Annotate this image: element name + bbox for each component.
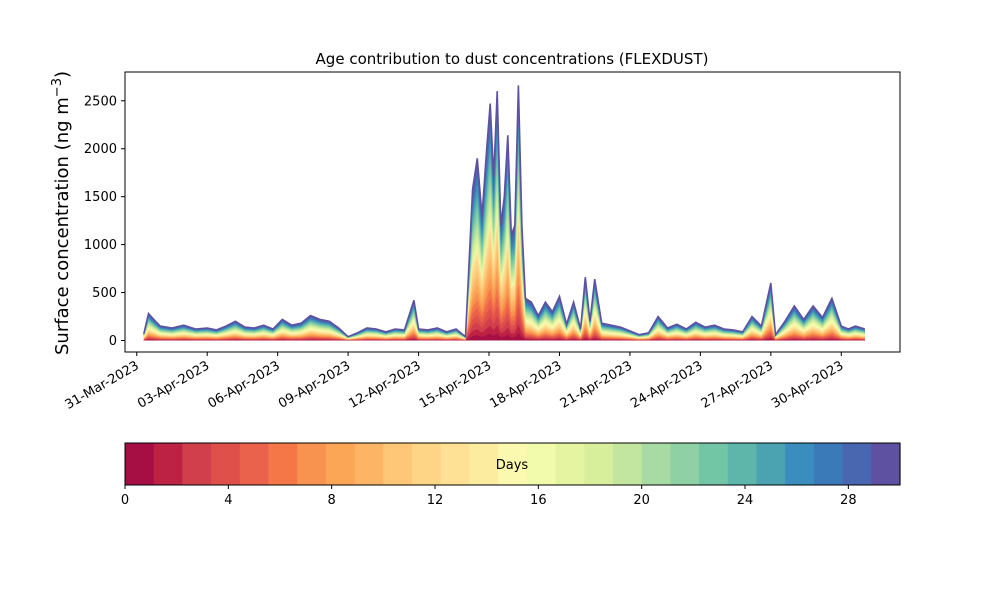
age-layer-3 <box>143 305 865 341</box>
svg-text:Surface concentration (ng m−3): Surface concentration (ng m−3) <box>50 71 73 355</box>
colorbar-swatch-14 <box>526 443 557 485</box>
colorbar-swatch-17 <box>612 443 643 485</box>
age-layer-5 <box>143 284 865 341</box>
age-layer-4 <box>143 294 865 341</box>
age-layer-7 <box>143 261 865 341</box>
y-axis-label: Surface concentration (ng m−3) <box>50 71 73 355</box>
age-layer-8 <box>143 250 865 341</box>
x-tick-label: 27-Apr-2023 <box>699 358 776 411</box>
y-tick-label: 2000 <box>84 142 117 157</box>
colorbar-swatch-24 <box>813 443 844 485</box>
colorbar-swatch-25 <box>842 443 872 485</box>
colorbar-tick-label: 16 <box>530 493 547 508</box>
y-tick-label: 0 <box>109 334 117 349</box>
x-tick-label: 18-Apr-2023 <box>487 358 564 411</box>
colorbar-tick-label: 0 <box>121 493 129 508</box>
age-layer-0 <box>143 333 865 341</box>
colorbar-frame <box>124 442 901 486</box>
colorbar-tick-label: 12 <box>427 493 444 508</box>
colorbar-swatch-21 <box>727 443 758 485</box>
colorbar-tick-label: 8 <box>328 493 336 508</box>
x-tick-label: 15-Apr-2023 <box>417 358 494 411</box>
y-axis-label-text: Surface concentration (ng m <box>52 97 73 355</box>
x-tick-label: 21-Apr-2023 <box>558 358 635 411</box>
colorbar-tick-label: 28 <box>840 493 857 508</box>
y-tick-label: 1000 <box>84 238 117 253</box>
colorbar-swatch-5 <box>268 443 298 485</box>
colorbar-swatch-19 <box>670 443 700 485</box>
colorbar-swatch-2 <box>182 443 212 485</box>
colorbar-swatch-12 <box>469 443 499 485</box>
y-axis-ticks: 0 500 1000 1500 2000 2500 <box>84 94 125 349</box>
x-tick-label: 30-Apr-2023 <box>769 358 846 411</box>
colorbar-tick-label: 24 <box>737 493 754 508</box>
colorbar-tick-label: 20 <box>633 493 650 508</box>
x-tick-label: 09-Apr-2023 <box>276 358 353 411</box>
y-axis-label-sup: −3 <box>50 78 65 97</box>
colorbar-swatch-8 <box>354 443 384 485</box>
colorbar-swatch-6 <box>297 443 327 485</box>
colorbar-swatch-22 <box>756 443 786 485</box>
colorbar-swatch-16 <box>584 443 614 485</box>
colorbar-tick-label: 4 <box>224 493 232 508</box>
colorbar-swatch-0 <box>125 443 155 485</box>
y-axis-label-close: ) <box>52 71 73 78</box>
x-tick-label: 03-Apr-2023 <box>135 358 212 411</box>
colorbar-swatch-1 <box>153 443 183 485</box>
total-concentration-line <box>143 85 866 339</box>
colorbar-swatch-26 <box>871 443 901 485</box>
y-tick-label: 1500 <box>84 190 117 205</box>
age-layer-6 <box>143 273 865 341</box>
colorbar-swatch-13 <box>498 443 528 485</box>
age-layer-2 <box>143 315 865 341</box>
colorbar-ticks: 0 4 8 12 16 20 24 28 <box>121 485 857 508</box>
x-tick-label: 12-Apr-2023 <box>346 358 423 411</box>
colorbar-swatch-18 <box>641 443 671 485</box>
colorbar-label: Days <box>496 458 529 473</box>
x-tick-label: 06-Apr-2023 <box>206 358 283 411</box>
colorbar-swatch-23 <box>785 443 815 485</box>
colorbar-swatch-15 <box>555 443 585 485</box>
age-layer-1 <box>143 324 865 341</box>
x-tick-label: 24-Apr-2023 <box>628 358 705 411</box>
x-tick-label: 31-Mar-2023 <box>63 358 142 412</box>
y-tick-label: 2500 <box>84 94 117 109</box>
colorbar <box>125 443 901 485</box>
age-layer-9 <box>143 238 865 341</box>
chart-title: Age contribution to dust concentrations … <box>316 50 709 68</box>
colorbar-swatch-4 <box>239 443 270 485</box>
colorbar-swatch-20 <box>699 443 729 485</box>
colorbar-swatch-7 <box>325 443 356 485</box>
colorbar-swatch-9 <box>383 443 413 485</box>
colorbar-swatch-3 <box>211 443 241 485</box>
colorbar-swatch-10 <box>412 443 442 485</box>
plot-layers <box>143 85 866 341</box>
x-axis-ticks: 31-Mar-202303-Apr-202306-Apr-202309-Apr-… <box>63 352 846 413</box>
colorbar-swatch-11 <box>440 443 471 485</box>
plot-frame <box>124 71 901 353</box>
y-tick-label: 500 <box>92 286 117 301</box>
